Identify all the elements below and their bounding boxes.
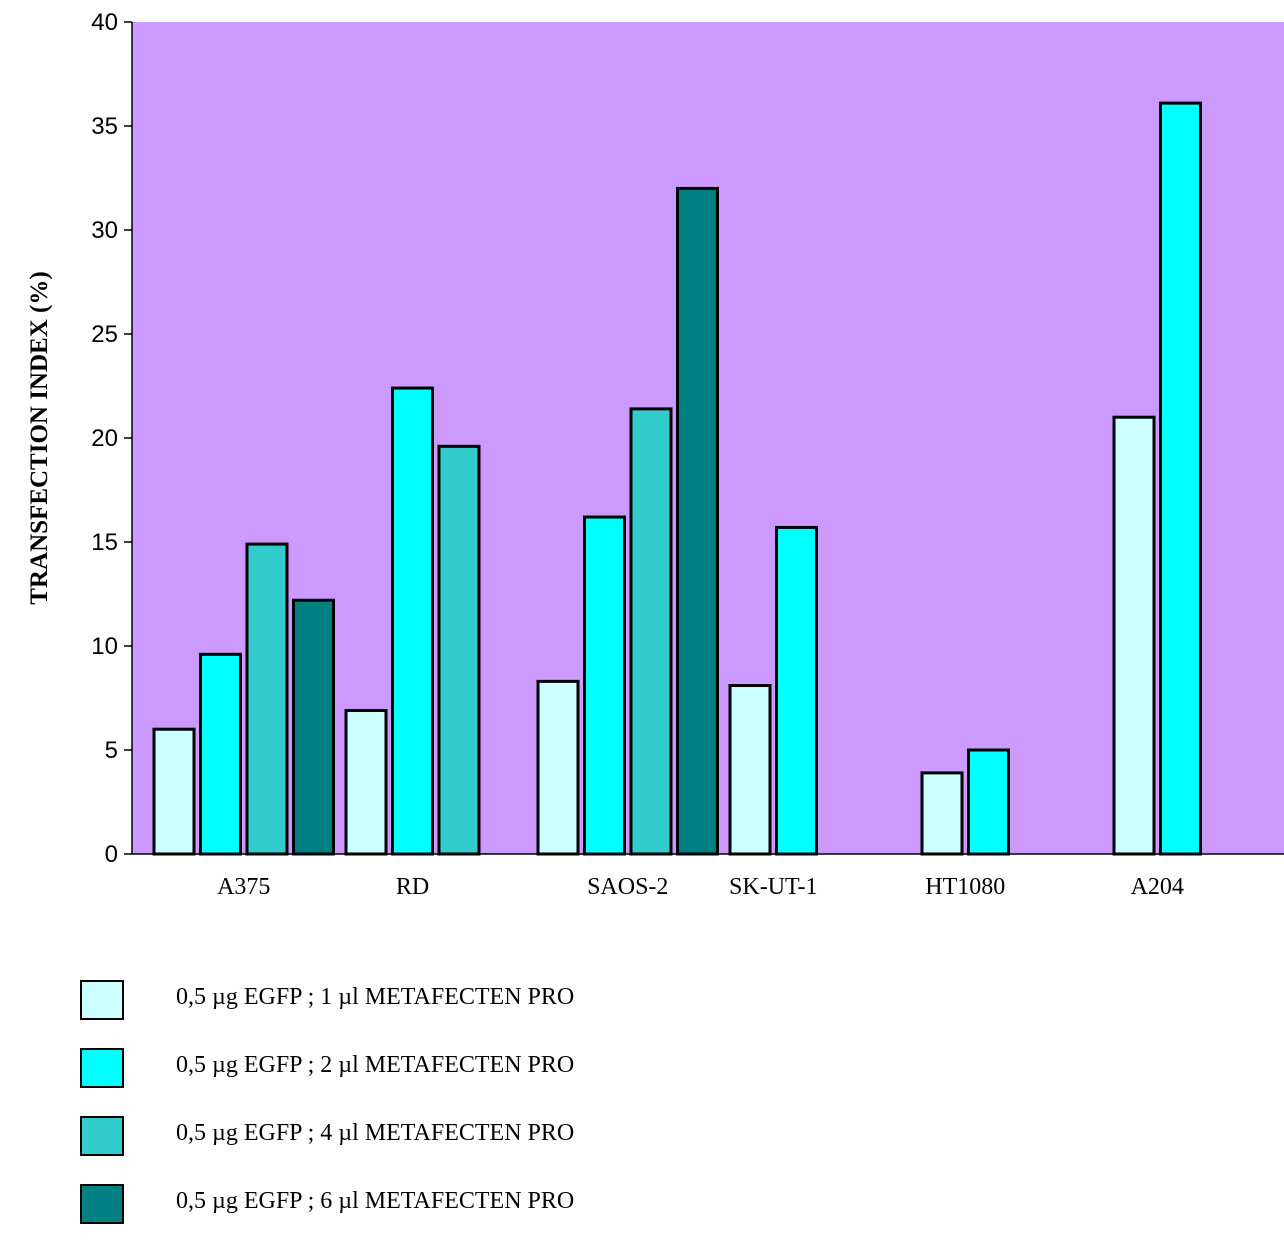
bar-a375-series-2	[199, 652, 242, 856]
y-axis-label: TRANSFECTION INDEX (%)	[26, 271, 53, 604]
legend-item: 0,5 µg EGFP ; 2 µl METAFECTEN PRO	[80, 1048, 780, 1092]
y-tick-label: 10	[91, 633, 118, 660]
bar-rd-series-3	[437, 444, 481, 856]
y-tick-label: 5	[105, 737, 118, 764]
legend-label: 0,5 µg EGFP ; 1 µl METAFECTEN PRO	[176, 984, 575, 1010]
bar-a204-series-1	[1112, 415, 1156, 856]
bar-saos-2-series-2	[583, 515, 626, 856]
legend-swatch	[80, 980, 124, 1020]
x-tick-label: RD	[396, 874, 429, 900]
bar-a204-series-2	[1159, 101, 1202, 856]
y-tick-label: 30	[91, 217, 118, 244]
legend-item: 0,5 µg EGFP ; 6 µl METAFECTEN PRO	[80, 1184, 780, 1228]
y-tick-label: 25	[91, 321, 118, 348]
legend-swatch	[80, 1116, 124, 1156]
bar-rd-series-2	[391, 386, 434, 856]
legend-item: 0,5 µg EGFP ; 4 µl METAFECTEN PRO	[80, 1116, 780, 1160]
legend-swatch	[80, 1048, 124, 1088]
bar-saos-2-series-3	[629, 407, 673, 856]
x-tick-label: A204	[1131, 874, 1184, 900]
bar-a375-series-1	[152, 727, 196, 856]
y-ticks: 0 5 10 15 20 25 30 35 40	[91, 9, 132, 868]
bars	[152, 101, 1202, 856]
bar-sk-ut-1-series-2	[775, 525, 818, 856]
legend-label: 0,5 µg EGFP ; 6 µl METAFECTEN PRO	[176, 1188, 575, 1214]
bar-a375-series-3	[245, 542, 289, 856]
bar-ht1080-series-2	[967, 748, 1010, 856]
legend-label: 0,5 µg EGFP ; 2 µl METAFECTEN PRO	[176, 1052, 575, 1078]
chart: 0 5 10 15 20 25 30 35 40 A375 RD SAOS-2 SK-UT-1 HT10…	[26, 9, 1284, 900]
legend-label: 0,5 µg EGFP ; 4 µl METAFECTEN PRO	[176, 1120, 575, 1146]
y-tick-label: 0	[105, 841, 118, 868]
x-tick-label: A375	[217, 874, 270, 900]
bar-sk-ut-1-series-1	[728, 684, 772, 856]
bar-saos-2-series-4	[676, 186, 719, 856]
y-tick-label: 40	[91, 9, 118, 36]
bar-a375-series-4	[292, 598, 335, 856]
y-tick-label: 20	[91, 425, 118, 452]
x-tick-label: SAOS-2	[587, 874, 668, 900]
bar-rd-series-1	[344, 708, 388, 856]
bar-ht1080-series-1	[920, 771, 964, 856]
y-tick-label: 15	[91, 529, 118, 556]
x-tick-labels: A375 RD SAOS-2 SK-UT-1 HT1080 A204	[217, 874, 1184, 900]
x-tick-label: SK-UT-1	[729, 874, 817, 900]
x-tick-label: HT1080	[925, 874, 1005, 900]
bar-saos-2-series-1	[536, 679, 580, 856]
legend-item: 0,5 µg EGFP ; 1 µl METAFECTEN PRO	[80, 980, 780, 1024]
y-tick-label: 35	[91, 113, 118, 140]
legend-swatch	[80, 1184, 124, 1224]
